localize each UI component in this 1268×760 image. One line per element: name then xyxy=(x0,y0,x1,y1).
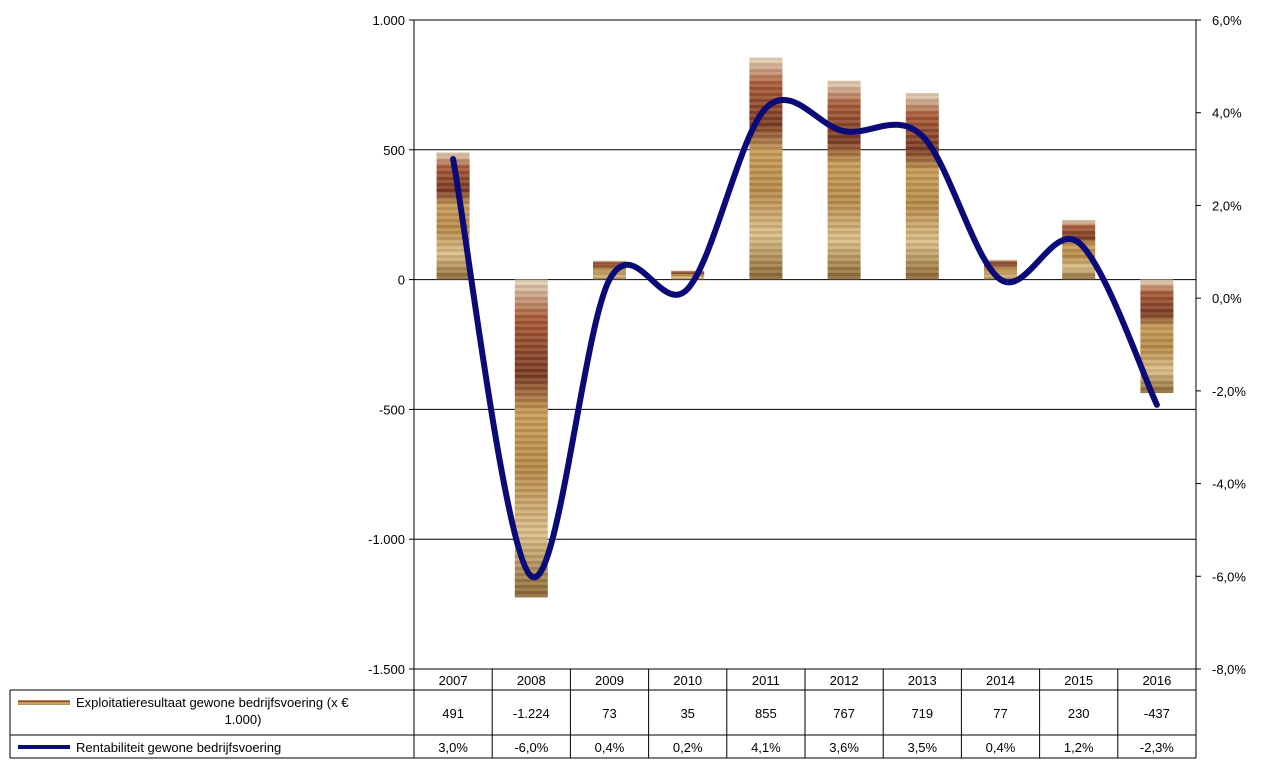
legend-bar-label: Exploitatieresultaat gewone bedrijfsvoer… xyxy=(76,695,349,710)
category-label: 2010 xyxy=(673,673,702,688)
bar-2012 xyxy=(827,80,861,280)
line-series xyxy=(450,97,1160,581)
table-cell-line-value: 0,4% xyxy=(595,740,625,755)
category-label: 2015 xyxy=(1064,673,1093,688)
table-cell-bar-value: 491 xyxy=(442,706,464,721)
right-tick-label: 0,0% xyxy=(1212,291,1242,306)
bar-series xyxy=(436,57,1174,598)
bar-2015 xyxy=(1062,219,1096,280)
left-tick-label: 1.000 xyxy=(372,13,405,28)
table-cell-bar-value: 73 xyxy=(602,706,616,721)
bar-texture xyxy=(749,57,783,280)
table-cell-line-value: -2,3% xyxy=(1140,740,1174,755)
category-label: 2016 xyxy=(1142,673,1171,688)
right-tick-label: -6,0% xyxy=(1212,569,1246,584)
table-cell-line-value: 0,2% xyxy=(673,740,703,755)
right-tick-label: 6,0% xyxy=(1212,13,1242,28)
left-tick-label: -500 xyxy=(379,402,405,417)
bar-texture xyxy=(905,92,939,280)
axes: 1.000 500 0 -500 -1.000 -1.500 6,0% 4,0% 2,0% 0,0… xyxy=(368,13,1246,677)
table-cell-line-value: -6,0% xyxy=(514,740,548,755)
data-table: 2007 2008 2009 2010 2011 2012 2013 2014 2015 2016… xyxy=(9,668,1197,759)
table-cell-line-value: 1,2% xyxy=(1064,740,1094,755)
category-label: 2009 xyxy=(595,673,624,688)
bar-2011 xyxy=(749,57,783,280)
bar-texture xyxy=(671,270,705,280)
category-label: 2013 xyxy=(908,673,937,688)
table-cell-line-value: 3,6% xyxy=(829,740,859,755)
table-cell-bar-value: 230 xyxy=(1068,706,1090,721)
right-tick-label: 4,0% xyxy=(1212,106,1242,121)
category-label: 2007 xyxy=(439,673,468,688)
legend-bar-label: 1.000) xyxy=(225,712,262,727)
right-tick-label: -2,0% xyxy=(1212,384,1246,399)
table-cell-bar-value: -437 xyxy=(1144,706,1170,721)
left-tick-label: 0 xyxy=(398,273,405,288)
table-cell-bar-value: -1.224 xyxy=(513,706,550,721)
bar-texture xyxy=(1062,219,1096,280)
right-tick-label: -8,0% xyxy=(1212,662,1246,677)
left-tick-label: -1.500 xyxy=(368,662,405,677)
category-label: 2012 xyxy=(830,673,859,688)
legend-bar-swatch xyxy=(18,700,70,705)
bar-texture xyxy=(827,80,861,280)
left-tick-label: -1.000 xyxy=(368,532,405,547)
table-cell-line-value: 4,1% xyxy=(751,740,781,755)
bar-2013 xyxy=(905,92,939,280)
rentabiliteit-line xyxy=(450,97,1160,581)
table-cell-line-value: 3,0% xyxy=(438,740,468,755)
category-label: 2014 xyxy=(986,673,1015,688)
table-cell-bar-value: 35 xyxy=(680,706,694,721)
category-label: 2011 xyxy=(752,673,780,688)
table-cell-bar-value: 719 xyxy=(911,706,933,721)
right-tick-label: 2,0% xyxy=(1212,198,1242,213)
right-tick-label: -4,0% xyxy=(1212,477,1246,492)
table-cell-bar-value: 855 xyxy=(755,706,777,721)
category-label: 2008 xyxy=(517,673,546,688)
table-cell-line-value: 3,5% xyxy=(907,740,937,755)
table-cell-bar-value: 77 xyxy=(993,706,1007,721)
bar-2010 xyxy=(671,270,705,280)
left-tick-label: 500 xyxy=(383,143,405,158)
table-cell-line-value: 0,4% xyxy=(986,740,1016,755)
table-cell-bar-value: 767 xyxy=(833,706,855,721)
legend-line-label: Rentabiliteit gewone bedrijfsvoering xyxy=(76,740,281,755)
